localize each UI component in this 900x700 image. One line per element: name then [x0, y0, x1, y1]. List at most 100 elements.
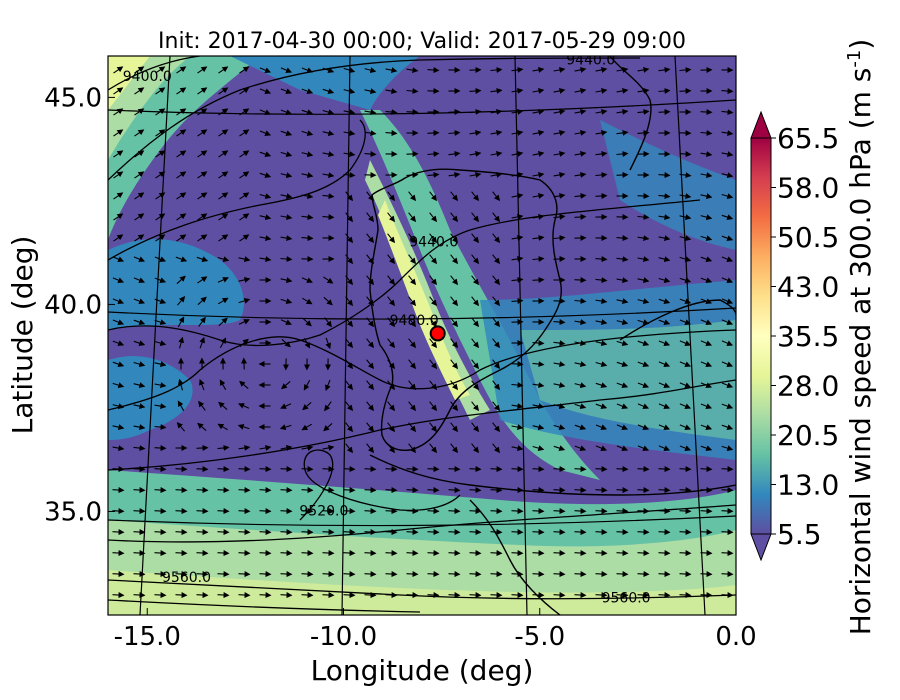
wind-arrow [133, 340, 146, 346]
wind-arrow [616, 403, 629, 409]
wind-arrow [155, 150, 166, 158]
wind-arrow [218, 234, 229, 242]
wind-arrow [616, 340, 629, 347]
wind-arrow [595, 66, 608, 73]
wind-arrow [679, 256, 692, 263]
wind-arrow [553, 213, 566, 220]
wind-arrow [511, 192, 524, 199]
wind-arrow [574, 445, 587, 452]
contour-label: 9400.0 [123, 69, 172, 85]
wind-arrow [471, 275, 480, 286]
wind-arrow [239, 108, 250, 116]
wind-arrow [301, 151, 314, 158]
wind-arrow [218, 297, 229, 305]
wind-arrow [239, 234, 250, 242]
wind-arrow [658, 298, 671, 304]
wind-arrow [408, 254, 417, 265]
wind-arrow [532, 529, 545, 536]
wind-arrow [637, 193, 650, 200]
wind-arrow [408, 317, 417, 328]
wind-arrow [280, 193, 293, 200]
wind-arrow [471, 401, 480, 412]
wind-arrow [196, 256, 209, 262]
wind-arrow [155, 87, 166, 95]
wind-arrow [175, 487, 188, 494]
wind-arrow [175, 571, 188, 578]
wind-arrow [532, 508, 545, 515]
wind-arrow [238, 256, 251, 263]
wind-arrow [574, 340, 587, 347]
wind-arrow [616, 171, 629, 178]
wind-arrow [366, 296, 375, 307]
wind-arrow [301, 571, 314, 578]
wind-arrow [511, 87, 524, 94]
wind-arrow [700, 277, 713, 284]
wind-arrow [366, 443, 375, 454]
wind-arrow [322, 529, 335, 536]
wind-arrow [280, 571, 293, 578]
y-axis-label: Latitude (deg) [6, 236, 39, 435]
wind-arrow [366, 338, 375, 349]
wind-arrow [387, 338, 396, 349]
wind-arrow [471, 254, 480, 265]
wind-arrow [492, 191, 501, 202]
wind-arrow [408, 422, 417, 433]
wind-arrow [322, 444, 335, 451]
wind-arrow [532, 592, 545, 599]
wind-arrow [595, 298, 608, 305]
wind-arrow [322, 109, 335, 116]
wind-arrow [679, 172, 692, 179]
wind-arrow [301, 88, 314, 95]
colorbar: 65.5 58.0 50.5 43.0 35.5 28.0 20.5 13.0 5.5 Hori… [750, 39, 878, 636]
wind-arrow [532, 403, 545, 410]
wind-arrow [366, 359, 375, 370]
wind-arrow [112, 340, 125, 347]
wind-arrow [658, 256, 671, 263]
wind-arrow [511, 508, 524, 515]
wind-arrow [532, 192, 545, 199]
wind-arrow [343, 172, 356, 179]
wind-arrow [280, 550, 293, 557]
wind-arrow [700, 214, 713, 221]
wind-arrow [238, 319, 250, 325]
wind-arrow [700, 571, 713, 578]
wind-arrow [176, 66, 187, 74]
wind-arrow [658, 193, 671, 200]
wind-arrow [259, 151, 272, 157]
wind-arrow [450, 296, 459, 307]
wind-arrow [322, 466, 335, 473]
wind-arrow [218, 66, 229, 74]
wind-arrow [427, 550, 440, 557]
wind-arrow [532, 340, 545, 347]
contour-labels: 9400.0 9440.0 9440.0 9480.0 9520.0 9560.0 9560… [123, 56, 651, 607]
wind-arrow [322, 508, 335, 515]
wind-arrow [429, 380, 438, 391]
colorbar-label: Horizontal wind speed at 300.0 hPa (m s-… [844, 39, 878, 636]
wind-arrow [178, 336, 185, 349]
wind-arrow [429, 296, 438, 307]
wind-arrow [259, 508, 272, 515]
wind-arrow [259, 67, 272, 73]
colorbar-tick-label: 50.5 [777, 221, 839, 254]
wind-arrow [679, 193, 692, 200]
wind-arrow [134, 192, 145, 200]
wind-arrow [406, 571, 419, 578]
wind-arrow [595, 592, 608, 599]
wind-arrow [322, 592, 335, 599]
wind-arrow [616, 235, 629, 242]
wind-arrow [721, 172, 734, 179]
wind-arrow [387, 422, 396, 433]
wind-arrow [155, 108, 166, 116]
wind-arrow [343, 88, 356, 95]
wind-arrow [595, 403, 608, 409]
wind-arrow [322, 151, 335, 158]
wind-arrow [658, 66, 671, 73]
wind-arrow [616, 129, 629, 136]
wind-arrow [218, 150, 229, 158]
wind-arrow [238, 508, 251, 515]
wind-arrow [134, 129, 145, 137]
wind-arrow [532, 424, 545, 431]
wind-arrow [427, 129, 440, 136]
wind-arrow [343, 550, 356, 557]
wind-arrow [364, 88, 377, 95]
